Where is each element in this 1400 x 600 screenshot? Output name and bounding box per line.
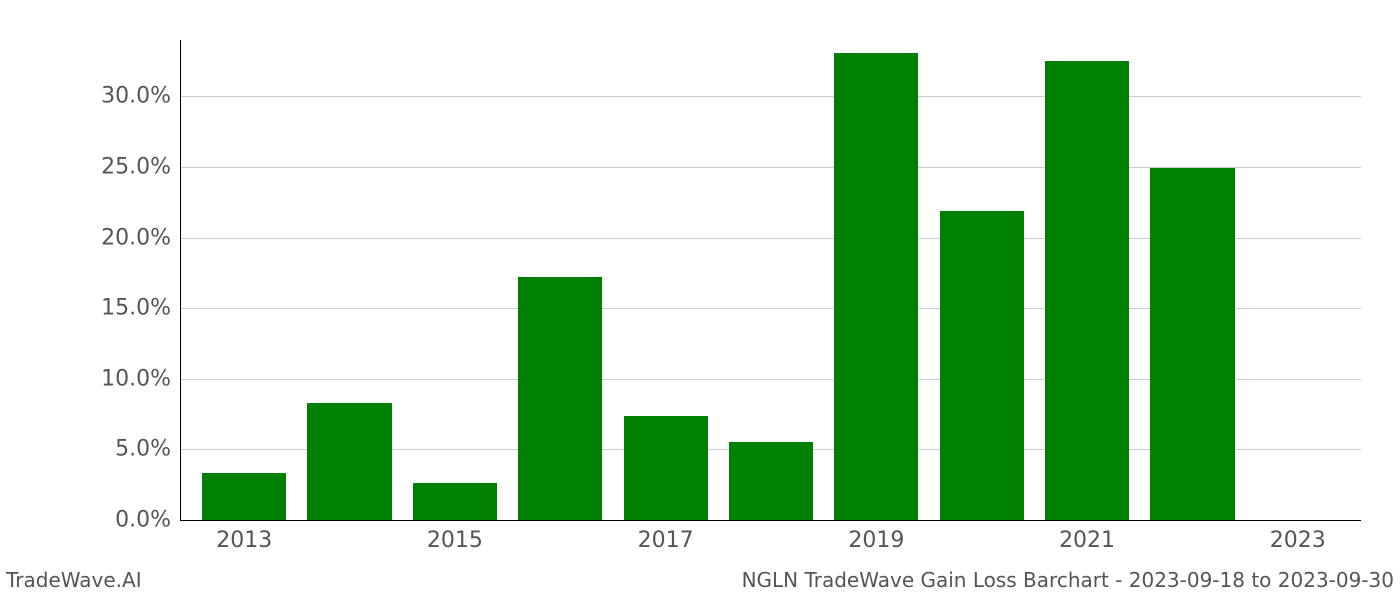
bar-2014 bbox=[307, 403, 391, 520]
x-tick-label: 2017 bbox=[638, 520, 694, 553]
y-tick-label: 30.0% bbox=[101, 84, 181, 109]
bar-2018 bbox=[729, 442, 813, 520]
chart-container: 0.0% 5.0% 10.0% 15.0% 20.0% 25.0% 30.0% 2013 201… bbox=[0, 0, 1400, 600]
bar-2016 bbox=[518, 277, 602, 520]
y-tick-label: 15.0% bbox=[101, 296, 181, 321]
x-tick-label: 2013 bbox=[216, 520, 272, 553]
y-tick-label: 10.0% bbox=[101, 366, 181, 391]
x-tick-label: 2015 bbox=[427, 520, 483, 553]
y-tick-label: 20.0% bbox=[101, 225, 181, 250]
x-tick-label: 2023 bbox=[1270, 520, 1326, 553]
footer-left-text: TradeWave.AI bbox=[6, 568, 142, 592]
gridline bbox=[181, 96, 1361, 97]
bar-2017 bbox=[624, 416, 708, 520]
y-tick-label: 0.0% bbox=[115, 508, 181, 533]
bar-2019 bbox=[834, 53, 918, 520]
y-tick-label: 5.0% bbox=[115, 437, 181, 462]
footer-right-text: NGLN TradeWave Gain Loss Barchart - 2023… bbox=[742, 568, 1394, 592]
y-tick-label: 25.0% bbox=[101, 155, 181, 180]
bar-2020 bbox=[940, 211, 1024, 520]
bar-2022 bbox=[1150, 168, 1234, 520]
x-tick-label: 2021 bbox=[1059, 520, 1115, 553]
bar-2021 bbox=[1045, 61, 1129, 520]
bar-2013 bbox=[202, 473, 286, 520]
plot-area: 0.0%5.0%10.0%15.0%20.0%25.0%30.0%2013201… bbox=[180, 40, 1361, 521]
bar-2015 bbox=[413, 483, 497, 520]
x-tick-label: 2019 bbox=[848, 520, 904, 553]
